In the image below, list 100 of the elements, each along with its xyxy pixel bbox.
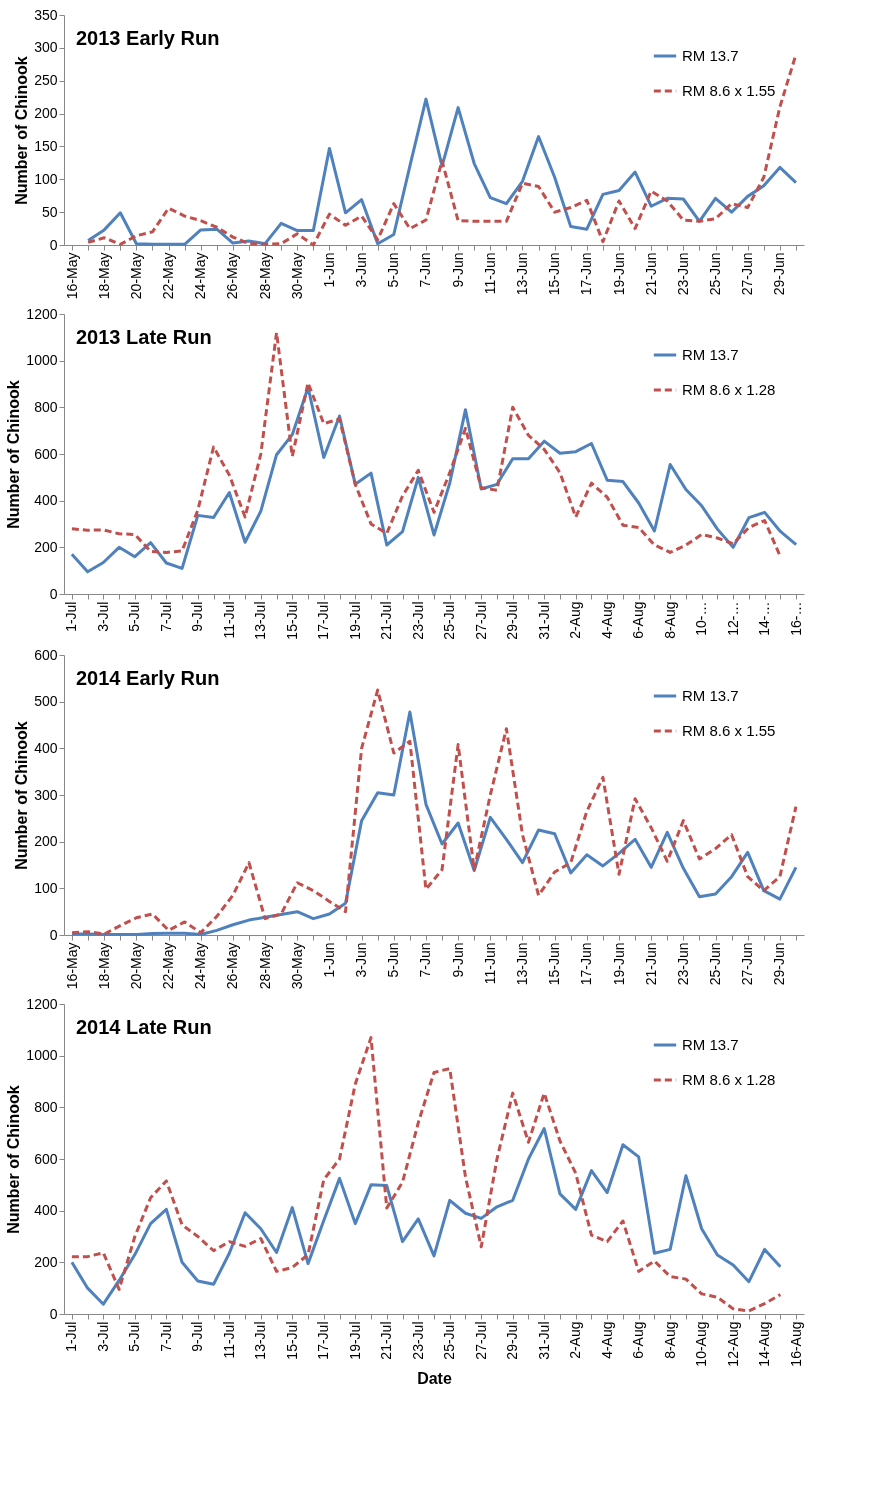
y-tick-label: 250 (34, 72, 58, 89)
x-tick-label: 19-Jun (610, 942, 627, 986)
line-series (70, 1036, 782, 1313)
x-tick-label: 31-Jul (535, 601, 552, 640)
x-axis-title: Date (417, 1369, 452, 1387)
y-tick-label: 200 (34, 833, 58, 850)
x-tick-label: 22-May (160, 252, 177, 300)
legend-label: RM 8.6 x 1.28 (682, 381, 776, 398)
legend-label: RM 13.7 (682, 346, 739, 363)
y-tick-label: 200 (34, 538, 58, 555)
y-tick-label: 0 (49, 585, 58, 602)
x-tick-label: 16-… (787, 601, 804, 636)
line-series (86, 97, 798, 246)
x-tick-label: 27-Jul (472, 601, 489, 640)
y-tick-label: 0 (49, 236, 58, 253)
x-tick-label: 3-Jul (94, 1321, 111, 1352)
x-tick-label: 30-May (288, 942, 305, 990)
line-series (70, 386, 798, 574)
x-tick-label: 19-Jun (610, 252, 627, 296)
x-tick-label: 6-Aug (630, 1321, 647, 1359)
x-tick-label: 23-Jul (409, 601, 426, 640)
y-tick-label: 1000 (26, 1047, 58, 1064)
y-tick-label: 400 (34, 739, 58, 756)
x-tick-label: 12-… (724, 601, 741, 636)
x-tick-label: 17-Jun (578, 252, 595, 296)
x-tick-label: 12-Aug (724, 1321, 741, 1367)
x-tick-label: 5-Jul (126, 601, 143, 632)
x-tick-label: 4-Aug (598, 1321, 615, 1359)
text: 2014 Late Run (76, 1016, 212, 1038)
x-tick-label: 14-Aug (756, 1321, 773, 1367)
x-tick-label: 6-Aug (630, 601, 647, 639)
x-tick-label: 27-Jul (472, 1321, 489, 1360)
x-tick-label: 19-Jul (346, 601, 363, 640)
x-tick-label: 22-May (160, 942, 177, 990)
x-tick-label: 31-Jul (535, 1321, 552, 1360)
x-tick-label: 21-Jul (378, 1321, 395, 1360)
y-tick-label: 400 (34, 492, 58, 509)
x-tick-label: 13-Jul (252, 1321, 269, 1360)
x-tick-label: 17-Jun (578, 942, 595, 986)
legend-label: RM 13.7 (682, 687, 739, 704)
x-tick-label: 2-Aug (567, 601, 584, 639)
x-tick-label: 9-Jun (449, 942, 466, 978)
x-tick-label: 18-May (95, 252, 112, 300)
y-axis-title: Number of Chinook (5, 380, 23, 529)
x-tick-label: 3-Jul (94, 601, 111, 632)
y-tick-label: 800 (34, 398, 58, 415)
y-tick-label: 300 (34, 39, 58, 56)
y-tick-label: 800 (34, 1098, 58, 1115)
x-tick-label: 29-Jun (771, 252, 788, 296)
y-tick-label: 600 (34, 445, 58, 462)
x-tick-label: 23-Jul (409, 1321, 426, 1360)
x-tick-label: 18-May (95, 942, 112, 990)
x-tick-label: 3-Jun (353, 252, 370, 288)
x-tick-label: 20-May (127, 942, 144, 990)
y-tick-label: 400 (34, 1202, 58, 1219)
x-tick-label: 5-Jun (385, 942, 402, 978)
x-tick-label: 24-May (192, 942, 209, 990)
x-tick-label: 29-Jul (504, 1321, 521, 1360)
x-tick-label: 9-Jul (189, 601, 206, 632)
x-tick-label: 7-Jun (417, 252, 434, 288)
y-axis-title: Number of Chinook (13, 56, 31, 205)
y-tick-label: 200 (34, 1253, 58, 1270)
x-tick-label: 11-Jul (220, 601, 237, 639)
x-tick-label: 15-Jun (546, 252, 563, 296)
y-tick-label: 50 (41, 203, 58, 220)
x-tick-label: 11-Jul (220, 1321, 237, 1359)
y-tick-label: 600 (34, 646, 58, 663)
x-tick-label: 15-Jul (283, 1321, 300, 1360)
x-tick-label: 11-Jun (481, 252, 498, 295)
x-tick-label: 1-Jun (320, 252, 337, 288)
x-tick-label: 5-Jul (126, 1321, 143, 1352)
x-tick-label: 27-Jun (739, 252, 756, 296)
x-tick-label: 16-Aug (787, 1321, 804, 1367)
x-tick-label: 17-Jul (315, 601, 332, 640)
x-tick-label: 29-Jun (771, 942, 788, 986)
y-tick-label: 500 (34, 693, 58, 710)
x-tick-label: 1-Jul (63, 1321, 80, 1352)
x-tick-label: 8-Aug (661, 601, 678, 639)
y-tick-label: 0 (49, 926, 58, 943)
legend-label: RM 13.7 (682, 47, 739, 64)
x-tick-label: 13-Jun (513, 252, 530, 296)
x-tick-label: 13-Jun (513, 942, 530, 986)
x-tick-label: 23-Jun (674, 252, 691, 296)
x-tick-label: 13-Jul (252, 601, 269, 640)
legend-label: RM 8.6 x 1.55 (682, 82, 776, 99)
x-tick-label: 15-Jul (283, 601, 300, 640)
x-tick-label: 20-May (127, 252, 144, 300)
x-tick-label: 30-May (288, 252, 305, 300)
x-tick-label: 7-Jul (157, 601, 174, 632)
y-tick-label: 100 (34, 879, 58, 896)
x-tick-label: 19-Jul (346, 1321, 363, 1360)
x-tick-label: 25-Jun (707, 942, 724, 986)
x-tick-label: 25-Jun (707, 252, 724, 296)
x-tick-label: 29-Jul (504, 601, 521, 640)
line-series (70, 1127, 782, 1306)
y-tick-label: 100 (34, 170, 58, 187)
x-tick-label: 26-May (224, 252, 241, 300)
x-tick-label: 16-May (63, 942, 80, 990)
x-tick-label: 1-Jul (63, 601, 80, 632)
x-tick-label: 16-May (63, 252, 80, 300)
